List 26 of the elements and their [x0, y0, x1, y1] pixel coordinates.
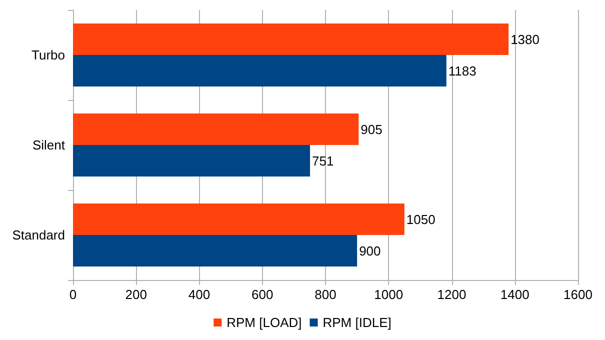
data-label: 1380: [510, 32, 540, 47]
bar: [73, 204, 404, 235]
data-label: 1183: [448, 63, 476, 78]
x-tick-label: 800: [314, 287, 336, 302]
x-tick-label: 200: [125, 287, 147, 302]
data-label: 751: [312, 153, 334, 168]
bar: [73, 145, 310, 176]
bar: [73, 55, 446, 86]
x-tick-label: 1200: [437, 287, 466, 302]
x-tick-label: 400: [188, 287, 210, 302]
legend-label: RPM [LOAD]: [226, 315, 302, 330]
x-tick-label: 0: [69, 287, 77, 302]
x-tick-label: 1600: [564, 287, 592, 302]
x-tick-label: 1400: [500, 287, 530, 302]
data-label: 900: [359, 243, 381, 258]
bar: [73, 114, 359, 145]
bar: [73, 24, 509, 55]
data-label: 1050: [406, 212, 436, 227]
legend-label: RPM [IDLE]: [322, 315, 392, 330]
x-tick-label: 1000: [374, 287, 404, 302]
y-tick-label: Silent: [32, 138, 66, 152]
data-label: 905: [360, 122, 382, 137]
y-tick-label: Standard: [12, 228, 65, 242]
y-tick-label: Turbo: [32, 48, 65, 62]
x-tick-label: 600: [252, 287, 274, 302]
bar: [73, 235, 358, 266]
